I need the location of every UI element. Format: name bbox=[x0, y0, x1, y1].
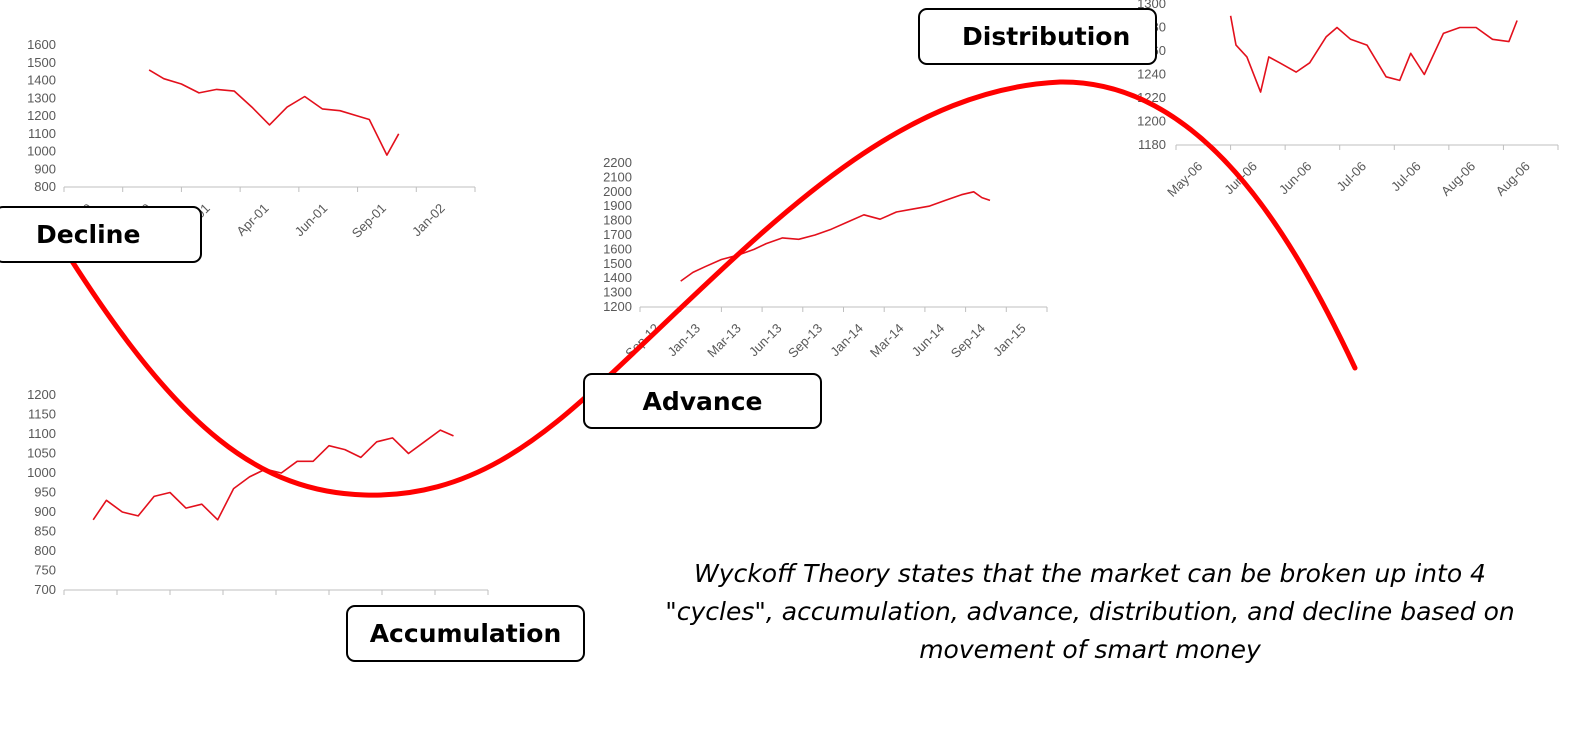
accumulation-price-chart: 1200 1150 1100 1050 1000 950 900 850 800 750 700 bbox=[27, 387, 489, 597]
x-tick-label: Mar-14 bbox=[867, 321, 907, 361]
x-tick-label: Aug-06 bbox=[1438, 159, 1478, 199]
y-tick-label: 2200 bbox=[603, 155, 632, 170]
y-tick-label: 1100 bbox=[28, 126, 56, 141]
x-tick-label: Mar-13 bbox=[704, 321, 744, 361]
price-series-line bbox=[92, 429, 454, 521]
x-tick-label: Jun-14 bbox=[909, 321, 948, 360]
y-tick-label: 1400 bbox=[27, 73, 56, 88]
distribution-phase-label: Distribution bbox=[918, 8, 1157, 65]
y-tick-label: 950 bbox=[34, 485, 56, 500]
x-tick-label: Jan-14 bbox=[827, 321, 866, 360]
x-tick-label: Jan-15 bbox=[990, 321, 1029, 360]
x-tick-label: Jan-13 bbox=[664, 321, 703, 360]
y-tick-label: 1200 bbox=[27, 387, 56, 402]
y-tick-label: 1700 bbox=[603, 227, 632, 242]
x-tick-label: Sep-01 bbox=[349, 201, 389, 241]
y-tick-label: 850 bbox=[34, 524, 56, 539]
y-tick-label: 1240 bbox=[1137, 67, 1166, 82]
x-tick-label: Jun-01 bbox=[292, 201, 331, 240]
y-tick-label: 1150 bbox=[28, 407, 56, 422]
y-tick-label: 2100 bbox=[603, 169, 632, 184]
y-tick-label: 1800 bbox=[603, 213, 632, 228]
y-tick-label: 800 bbox=[34, 543, 56, 558]
y-tick-label: 2000 bbox=[603, 184, 632, 199]
x-tick-label: Jul-06 bbox=[1333, 159, 1369, 195]
y-tick-label: 1300 bbox=[27, 90, 56, 105]
y-tick-label: 1500 bbox=[603, 256, 632, 271]
y-tick-label: 1600 bbox=[603, 241, 632, 256]
advance-phase-label: Advance bbox=[583, 373, 822, 429]
y-tick-label: 1100 bbox=[28, 426, 56, 441]
x-tick-label: Jan-02 bbox=[409, 201, 448, 240]
y-tick-label: 750 bbox=[34, 563, 56, 578]
y-tick-label: 1050 bbox=[27, 446, 56, 461]
y-tick-label: 1300 bbox=[603, 285, 632, 300]
y-tick-label: 1900 bbox=[603, 198, 632, 213]
y-tick-label: 800 bbox=[34, 179, 56, 194]
accumulation-phase-label: Accumulation bbox=[346, 605, 585, 662]
y-tick-label: 900 bbox=[34, 504, 56, 519]
x-tick-label: Sep-14 bbox=[948, 321, 988, 361]
y-tick-label: 700 bbox=[34, 582, 56, 597]
x-tick-label: Jul-06 bbox=[1388, 159, 1424, 195]
y-tick-label: 900 bbox=[34, 161, 56, 176]
y-tick-label: 1000 bbox=[27, 465, 56, 480]
y-tick-label: 1500 bbox=[27, 55, 56, 70]
y-tick-label: 1200 bbox=[1137, 114, 1166, 129]
x-tick-label: Jun-06 bbox=[1276, 159, 1315, 198]
price-series-line bbox=[680, 191, 991, 282]
x-tick-label: Sep-13 bbox=[785, 321, 825, 361]
x-tick-label: May-06 bbox=[1164, 159, 1205, 200]
wyckoff-caption: Wyckoff Theory states that the market ca… bbox=[665, 559, 1515, 664]
x-tick-label: Jun-13 bbox=[746, 321, 785, 360]
price-series-line bbox=[1229, 15, 1518, 93]
y-tick-label: 1200 bbox=[603, 299, 632, 314]
y-tick-label: 1400 bbox=[603, 270, 632, 285]
y-tick-label: 1300 bbox=[1137, 0, 1166, 11]
y-tick-label: 1600 bbox=[27, 37, 56, 52]
x-tick-label: Aug-06 bbox=[1493, 159, 1533, 199]
distribution-price-chart: 1300128012601240122012001180May-06Jun-06… bbox=[1137, 0, 1559, 200]
y-tick-label: 1000 bbox=[27, 144, 56, 159]
x-tick-label: Apr-01 bbox=[233, 201, 271, 239]
advance-price-chart: 2200210020001900180017001600150014001300… bbox=[603, 155, 1048, 361]
y-tick-label: 1180 bbox=[1138, 137, 1166, 152]
market-cycle-curve bbox=[67, 79, 1358, 498]
y-tick-label: 1200 bbox=[27, 108, 56, 123]
price-series-line bbox=[148, 69, 400, 156]
decline-phase-label: Decline bbox=[0, 206, 202, 263]
